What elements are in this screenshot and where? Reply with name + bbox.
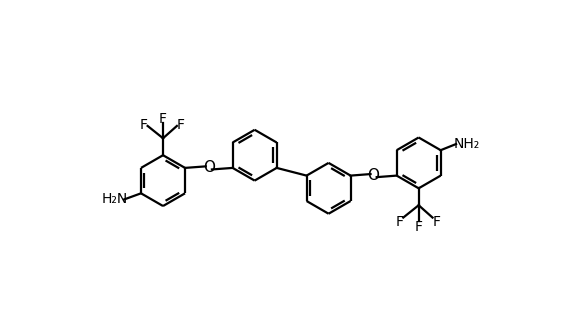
- Text: F: F: [396, 215, 404, 229]
- Text: F: F: [432, 215, 440, 229]
- Text: F: F: [159, 112, 167, 126]
- Text: F: F: [415, 220, 423, 234]
- Text: F: F: [140, 118, 148, 132]
- Text: F: F: [177, 118, 185, 132]
- Text: O: O: [203, 160, 215, 176]
- Text: H₂N: H₂N: [102, 192, 128, 206]
- Text: O: O: [368, 168, 380, 183]
- Text: NH₂: NH₂: [454, 137, 480, 151]
